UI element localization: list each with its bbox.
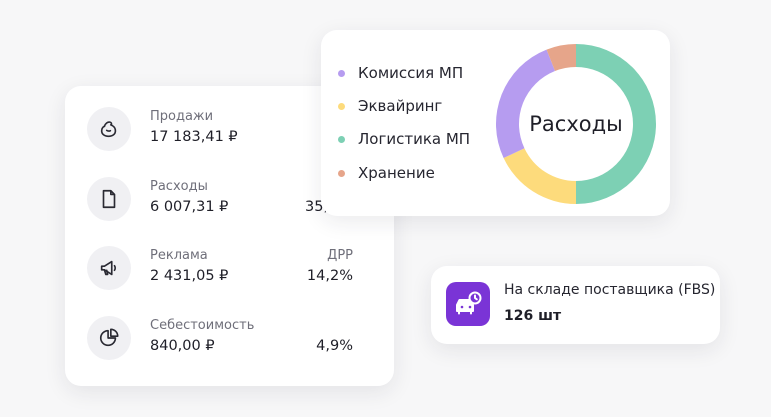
pie-chart-icon [87,316,131,360]
metric-row-cost: Себестоимость 840,00 ₽ 4,9% [65,316,394,386]
donut-segment [546,44,576,72]
metric-row-expenses: Расходы 6 007,31 ₽ 35, [65,177,394,247]
metric-value: 17 183,41 ₽ [150,129,238,145]
donut-segment [503,148,576,204]
metric-row-advertising: Реклама 2 431,05 ₽ ДРР 14,2% [65,246,394,316]
fbs-count: 126 шт [504,308,562,324]
metric-label: Себестоимость [150,318,255,333]
legend-item-acquiring: Эквайринг [338,96,442,116]
legend-label: Эквайринг [358,97,443,115]
legend-dot [338,102,345,110]
fbs-stock-card: На складе поставщика (FBS) 126 шт [431,266,720,344]
metric-value: 6 007,31 ₽ [150,199,229,215]
metric-side-value: 4,9% [316,338,353,354]
metric-value: 840,00 ₽ [150,338,215,354]
wallet-icon [87,107,131,151]
fbs-title: На складе поставщика (FBS) [504,282,716,298]
metric-row-sales: Продажи 17 183,41 ₽ [65,107,394,177]
metric-value: 2 431,05 ₽ [150,268,229,284]
expenses-chart-card: Комиссия МП Эквайринг Логистика МП Хране… [321,30,670,216]
megaphone-icon [87,246,131,290]
legend-label: Хранение [358,164,435,182]
car-clock-icon [446,282,490,326]
legend-dot [338,135,345,143]
donut-segment [496,49,556,159]
legend-dot [338,169,345,177]
legend-label: Комиссия МП [358,64,464,82]
legend-label: Логистика МП [358,130,471,148]
metric-side-value: 14,2% [306,268,353,284]
legend-item-logistics: Логистика МП [338,129,470,149]
legend-dot [338,69,345,77]
metric-label: Продажи [150,109,214,124]
metric-label: Расходы [150,179,208,194]
legend-item-storage: Хранение [338,163,435,183]
metric-side-label: ДРР [327,248,353,263]
metric-label: Реклама [150,248,208,263]
expenses-donut-chart [496,44,656,204]
legend-item-commission: Комиссия МП [338,63,463,83]
document-icon [87,177,131,221]
donut-segment [576,44,656,204]
